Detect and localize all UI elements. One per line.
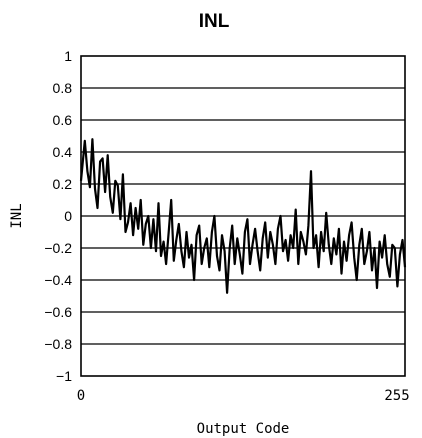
x-tick-label: 0	[77, 388, 85, 404]
y-tick-label: −1	[56, 368, 72, 384]
y-tick-label: −0.6	[44, 304, 72, 320]
chart-title: INL	[199, 11, 230, 32]
y-tick-label: 0.6	[53, 112, 73, 128]
y-tick-label: −0.2	[44, 240, 72, 256]
series-group	[79, 138, 407, 294]
x-tick-label: 255	[384, 388, 409, 404]
y-tick-label: −0.8	[44, 336, 72, 352]
y-tick-labels: 1 0.8 0.6 0.4 0.2 0 −0.2 −0.4 −0.6 −0.8 −1	[44, 48, 72, 384]
x-tick-labels: 0 255	[77, 388, 410, 404]
inl-series-line	[79, 138, 407, 294]
y-tick-label: 0.4	[53, 144, 73, 160]
y-tick-label: −0.4	[44, 272, 72, 288]
y-tick-label: 0	[64, 208, 72, 224]
plot-frame	[80, 55, 406, 377]
y-tick-label: 1	[64, 48, 72, 64]
y-tick-label: 0.2	[53, 176, 73, 192]
y-axis-label: INL	[9, 203, 25, 228]
y-tick-label: 0.8	[53, 80, 73, 96]
x-axis-label: Output Code	[197, 421, 290, 437]
